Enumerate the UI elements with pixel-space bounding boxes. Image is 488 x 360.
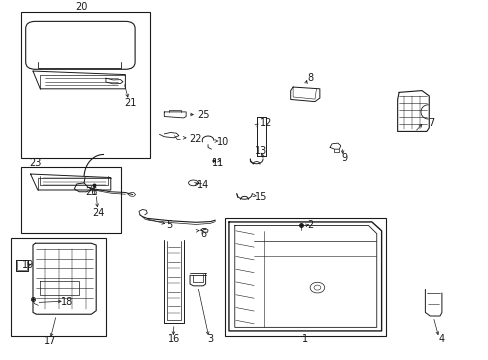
Text: 1: 1 — [302, 334, 308, 344]
Text: 11: 11 — [211, 158, 224, 168]
Text: 7: 7 — [427, 117, 434, 127]
Text: 20: 20 — [75, 2, 88, 12]
Text: 17: 17 — [44, 336, 56, 346]
Text: 15: 15 — [255, 192, 267, 202]
Text: 23: 23 — [29, 158, 41, 168]
Text: 6: 6 — [200, 229, 206, 239]
Text: 8: 8 — [306, 73, 312, 83]
Text: 13: 13 — [255, 146, 267, 156]
Bar — [21, 167, 120, 233]
Text: 14: 14 — [197, 180, 209, 190]
Bar — [11, 238, 106, 336]
Text: 12: 12 — [260, 117, 272, 127]
Text: 19: 19 — [22, 260, 34, 270]
Text: 16: 16 — [167, 334, 180, 344]
Text: 26: 26 — [85, 187, 97, 197]
Text: 25: 25 — [197, 111, 209, 121]
Text: 21: 21 — [124, 98, 136, 108]
Text: 4: 4 — [437, 334, 444, 344]
Text: 18: 18 — [61, 297, 73, 307]
Bar — [21, 13, 149, 158]
Text: 5: 5 — [165, 220, 172, 230]
Text: 2: 2 — [306, 220, 313, 230]
Text: 9: 9 — [341, 153, 346, 163]
Text: 22: 22 — [189, 134, 202, 144]
Text: 10: 10 — [216, 137, 228, 147]
Bar — [224, 219, 385, 336]
Text: 24: 24 — [92, 208, 104, 218]
Text: 3: 3 — [207, 334, 213, 344]
